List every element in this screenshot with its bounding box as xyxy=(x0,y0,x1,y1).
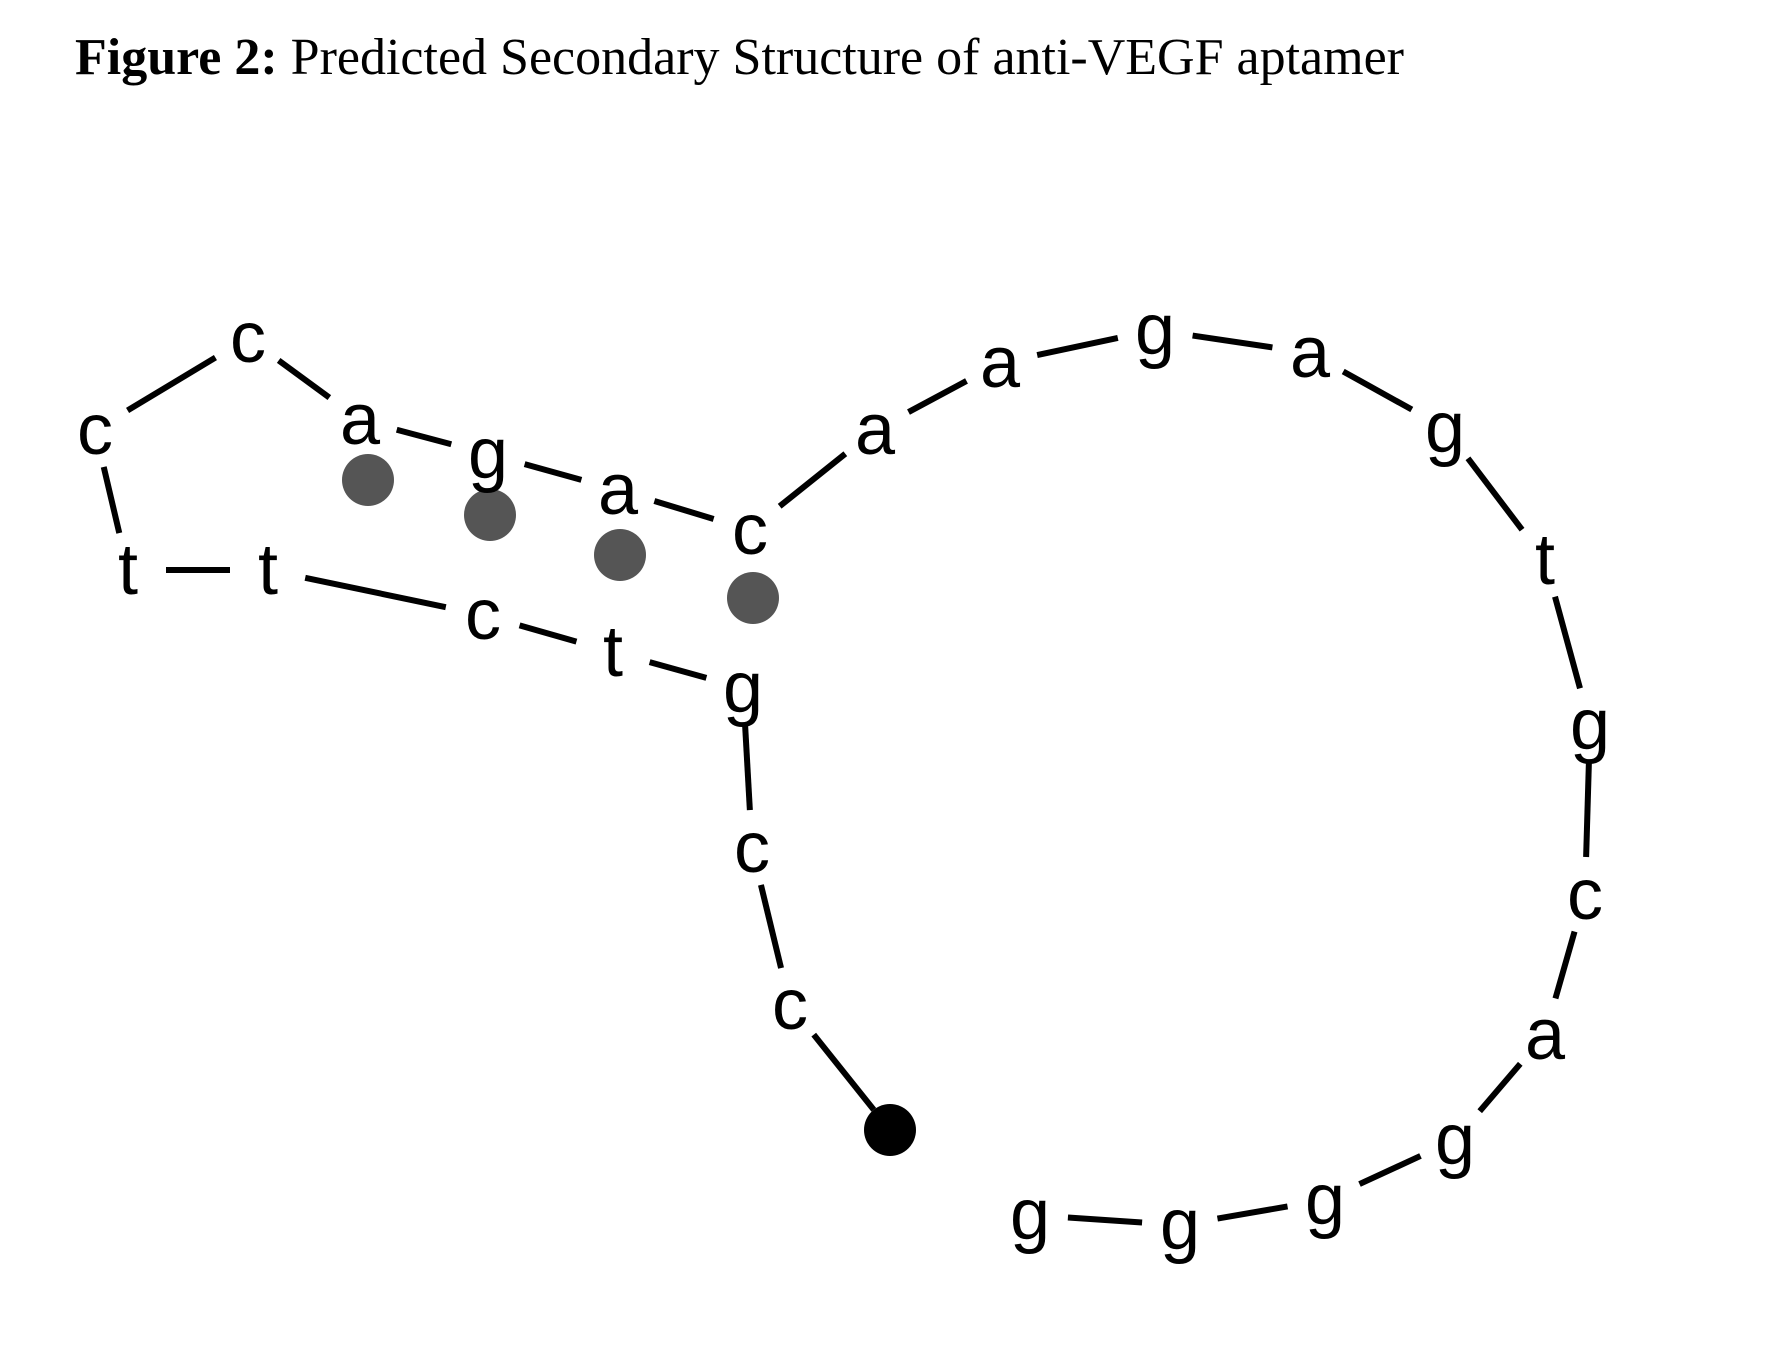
nucleotide: g xyxy=(1160,1185,1200,1265)
bond xyxy=(279,360,330,397)
bond xyxy=(1360,1156,1421,1184)
nucleotide: a xyxy=(1525,995,1566,1075)
bond xyxy=(1068,1218,1142,1223)
pairing-dot xyxy=(464,489,516,541)
nucleotide: t xyxy=(118,530,138,610)
nucleotide: g xyxy=(723,648,763,728)
nucleotide: c xyxy=(772,965,808,1045)
nucleotide: t xyxy=(1535,520,1555,600)
nucleotide: a xyxy=(855,390,896,470)
bond xyxy=(525,464,582,480)
nucleotide: a xyxy=(1290,313,1331,393)
nucleotide: g xyxy=(1570,685,1610,765)
bond xyxy=(1343,371,1412,409)
nucleotide: c xyxy=(732,490,768,570)
pairing-dot xyxy=(594,529,646,581)
bond xyxy=(1586,763,1589,857)
pairing-dot xyxy=(727,572,779,624)
bond xyxy=(1480,1064,1521,1111)
nucleotide: a xyxy=(340,380,381,460)
bond xyxy=(1555,597,1580,689)
nucleotide: g xyxy=(1135,290,1175,370)
bond xyxy=(1037,338,1118,355)
nucleotide: t xyxy=(603,612,623,692)
nucleotide: c xyxy=(1567,855,1603,935)
bond xyxy=(1468,458,1522,529)
bond xyxy=(1193,336,1273,348)
nucleotide: a xyxy=(980,323,1021,403)
bond xyxy=(520,625,577,641)
bond xyxy=(654,501,713,519)
bond xyxy=(761,885,781,968)
bonds-layer xyxy=(104,336,1589,1223)
nucleotide: a xyxy=(598,450,639,530)
pairing-dot xyxy=(342,454,394,506)
bond xyxy=(397,430,452,444)
secondary-structure-diagram: ccttagacaagagtgcagggggtccc xyxy=(0,0,1787,1359)
nucleotide: c xyxy=(77,390,113,470)
nucleotide: g xyxy=(1425,388,1465,468)
bond xyxy=(104,467,120,533)
nucleotide: g xyxy=(1435,1100,1475,1180)
nucleotide: g xyxy=(1305,1160,1345,1240)
bond xyxy=(745,726,750,810)
bond xyxy=(814,1035,874,1110)
nucleotide: g xyxy=(468,414,508,494)
bond xyxy=(780,454,846,507)
nucleotide: t xyxy=(258,530,278,610)
nucleotide: g xyxy=(1010,1175,1050,1255)
bond xyxy=(1555,932,1574,999)
nucleotide: c xyxy=(734,808,770,888)
nucleotide: c xyxy=(230,298,266,378)
bond xyxy=(128,358,216,411)
bond xyxy=(305,578,446,607)
nucleotide: c xyxy=(465,575,501,655)
bond xyxy=(650,662,707,678)
bond xyxy=(908,381,966,412)
bond xyxy=(1217,1206,1287,1218)
nodes-layer: ccttagacaagagtgcagggggtccc xyxy=(77,290,1610,1265)
pairing-dot xyxy=(864,1104,916,1156)
